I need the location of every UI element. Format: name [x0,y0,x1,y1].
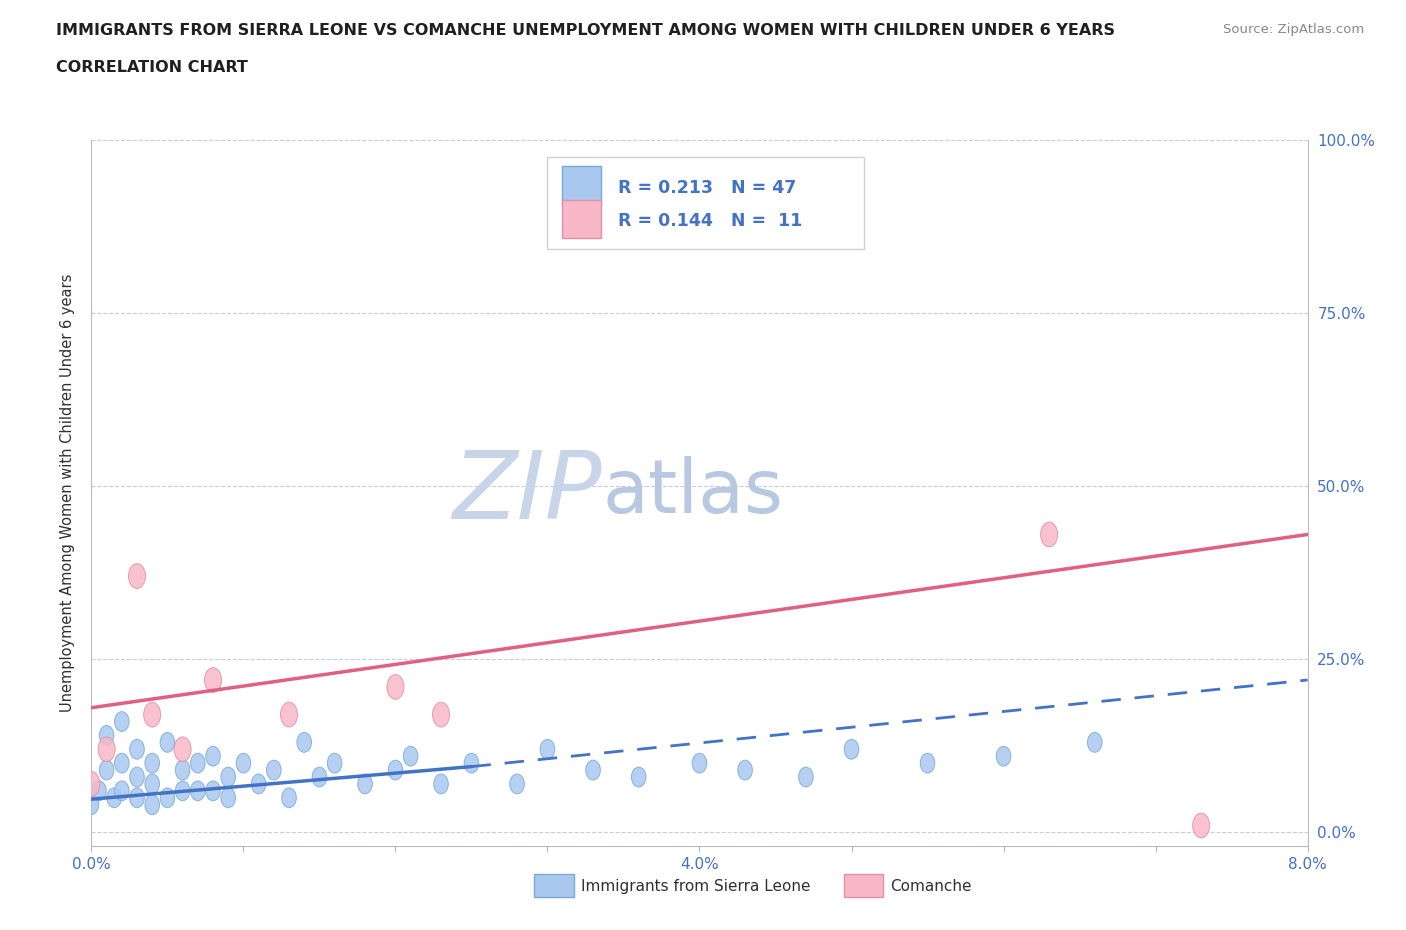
Ellipse shape [236,753,250,773]
Ellipse shape [844,739,859,759]
Ellipse shape [98,737,115,762]
Ellipse shape [692,753,707,773]
Ellipse shape [128,564,145,589]
Ellipse shape [145,753,159,773]
Ellipse shape [145,795,159,815]
Ellipse shape [997,746,1011,766]
Ellipse shape [510,774,524,794]
Ellipse shape [160,733,174,752]
Ellipse shape [281,702,298,727]
Ellipse shape [160,788,174,807]
Ellipse shape [1087,733,1102,752]
Ellipse shape [404,746,418,766]
Ellipse shape [387,674,404,699]
Ellipse shape [114,753,129,773]
Ellipse shape [586,760,600,780]
FancyBboxPatch shape [547,157,863,249]
Ellipse shape [107,788,121,807]
Ellipse shape [174,737,191,762]
Text: atlas: atlas [602,457,783,529]
Ellipse shape [267,760,281,780]
Text: R = 0.213   N = 47: R = 0.213 N = 47 [619,179,796,196]
Text: IMMIGRANTS FROM SIERRA LEONE VS COMANCHE UNEMPLOYMENT AMONG WOMEN WITH CHILDREN : IMMIGRANTS FROM SIERRA LEONE VS COMANCHE… [56,23,1115,38]
FancyBboxPatch shape [562,200,600,238]
FancyBboxPatch shape [562,166,600,206]
Ellipse shape [145,774,159,794]
Ellipse shape [433,702,450,727]
Ellipse shape [204,668,222,692]
Ellipse shape [920,753,935,773]
Ellipse shape [100,725,114,745]
Ellipse shape [129,767,145,787]
Ellipse shape [176,760,190,780]
Text: ZIP: ZIP [453,447,602,538]
Ellipse shape [114,781,129,801]
Ellipse shape [176,781,190,801]
Ellipse shape [388,760,402,780]
Ellipse shape [312,767,326,787]
Ellipse shape [1040,522,1057,547]
Ellipse shape [190,753,205,773]
Ellipse shape [328,753,342,773]
Ellipse shape [464,753,479,773]
Ellipse shape [252,774,266,794]
Ellipse shape [84,795,98,815]
Text: CORRELATION CHART: CORRELATION CHART [56,60,247,75]
Ellipse shape [91,781,107,801]
Text: R = 0.144   N =  11: R = 0.144 N = 11 [619,212,803,230]
Ellipse shape [357,774,373,794]
Ellipse shape [281,788,297,807]
Text: Immigrants from Sierra Leone: Immigrants from Sierra Leone [581,879,810,894]
Ellipse shape [799,767,813,787]
Y-axis label: Unemployment Among Women with Children Under 6 years: Unemployment Among Women with Children U… [59,273,75,712]
Ellipse shape [83,772,100,796]
Ellipse shape [129,739,145,759]
Ellipse shape [221,767,236,787]
Ellipse shape [190,781,205,801]
Ellipse shape [540,739,555,759]
Ellipse shape [143,702,160,727]
Ellipse shape [205,746,221,766]
Ellipse shape [114,711,129,732]
Ellipse shape [129,788,145,807]
Text: Comanche: Comanche [890,879,972,894]
Ellipse shape [221,788,236,807]
Ellipse shape [631,767,645,787]
Ellipse shape [100,760,114,780]
Ellipse shape [738,760,752,780]
Ellipse shape [205,781,221,801]
Ellipse shape [297,733,312,752]
Ellipse shape [433,774,449,794]
Ellipse shape [1192,813,1209,838]
Text: Source: ZipAtlas.com: Source: ZipAtlas.com [1223,23,1364,36]
